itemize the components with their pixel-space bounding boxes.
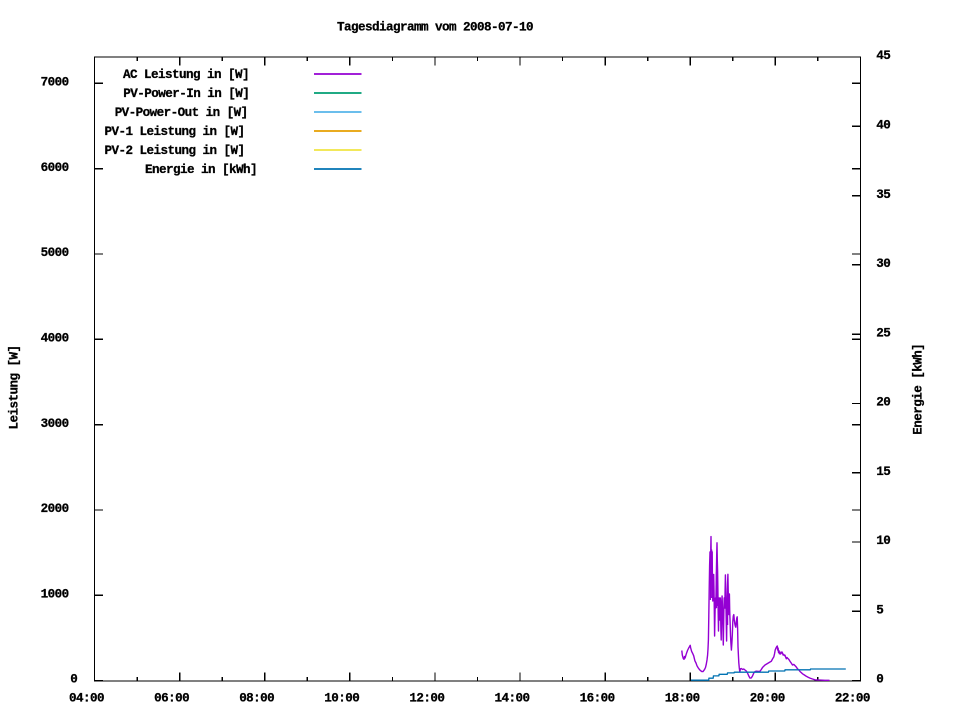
svg-text:20:00: 20:00 bbox=[750, 692, 785, 706]
svg-text:18:00: 18:00 bbox=[665, 692, 700, 706]
svg-text:35: 35 bbox=[876, 188, 890, 202]
svg-text:1000: 1000 bbox=[41, 587, 69, 601]
svg-text:PV-Power-Out in [W]: PV-Power-Out in [W] bbox=[115, 106, 248, 120]
svg-text:6000: 6000 bbox=[41, 161, 69, 175]
svg-text:45: 45 bbox=[876, 49, 890, 63]
svg-text:40: 40 bbox=[876, 119, 890, 133]
svg-text:PV-1 Leistung in [W]: PV-1 Leistung in [W] bbox=[105, 125, 245, 139]
svg-text:15: 15 bbox=[876, 465, 890, 479]
svg-text:25: 25 bbox=[876, 326, 890, 340]
svg-text:10: 10 bbox=[876, 534, 890, 548]
svg-text:Tagesdiagramm vom 2008-07-10: Tagesdiagramm vom 2008-07-10 bbox=[337, 20, 533, 34]
svg-text:20: 20 bbox=[876, 396, 890, 410]
svg-text:06:00: 06:00 bbox=[154, 692, 189, 706]
svg-text:4000: 4000 bbox=[41, 331, 69, 345]
svg-text:Energie in [kWh]: Energie in [kWh] bbox=[145, 163, 257, 177]
svg-text:5000: 5000 bbox=[41, 246, 69, 260]
svg-text:7000: 7000 bbox=[41, 76, 69, 90]
svg-text:22:00: 22:00 bbox=[835, 692, 870, 706]
svg-text:PV-Power-In in [W]: PV-Power-In in [W] bbox=[123, 87, 249, 101]
svg-text:10:00: 10:00 bbox=[324, 692, 359, 706]
svg-text:08:00: 08:00 bbox=[239, 692, 274, 706]
svg-text:AC Leistung in [W]: AC Leistung in [W] bbox=[123, 68, 249, 82]
svg-text:3000: 3000 bbox=[41, 417, 69, 431]
svg-text:30: 30 bbox=[876, 257, 890, 271]
svg-text:16:00: 16:00 bbox=[580, 692, 615, 706]
svg-text:Energie [kWh]: Energie [kWh] bbox=[911, 344, 925, 435]
svg-text:5: 5 bbox=[876, 603, 883, 617]
svg-text:0: 0 bbox=[70, 673, 77, 687]
svg-text:04:00: 04:00 bbox=[69, 692, 104, 706]
svg-text:14:00: 14:00 bbox=[495, 692, 530, 706]
svg-text:2000: 2000 bbox=[41, 502, 69, 516]
svg-text:Leistung [W]: Leistung [W] bbox=[8, 346, 22, 430]
svg-text:0: 0 bbox=[876, 673, 883, 687]
svg-text:12:00: 12:00 bbox=[409, 692, 444, 706]
svg-text:PV-2 Leistung in [W]: PV-2 Leistung in [W] bbox=[105, 144, 245, 158]
